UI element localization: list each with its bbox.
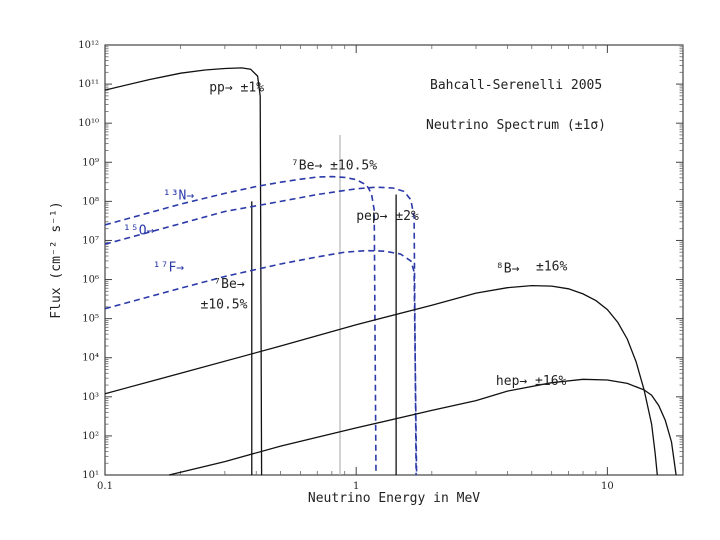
series-curves — [104, 67, 677, 476]
annotation-n13: ¹³N→ — [163, 189, 194, 204]
x-axis-title: Neutrino Energy in MeV — [308, 491, 480, 506]
y-tick-label: 10⁸ — [82, 196, 99, 207]
chart-subtitle: Neutrino Spectrum (±1σ) — [426, 118, 606, 133]
annotation-b8: ⁸B→ — [496, 262, 520, 277]
series-8b-curve — [104, 284, 658, 476]
series-hep-curve — [168, 378, 677, 476]
y-tick-label: 10⁹ — [82, 157, 99, 168]
plot-frame — [104, 44, 684, 476]
annotation-b8_err: ±16% — [536, 260, 567, 275]
tick-labels: 10¹² 10¹¹ 10¹⁰ 10⁹ 10⁸ 10⁷ 10⁶ 10⁵ 10⁴ 10³ 10² 10¹0… — [78, 40, 614, 492]
annotation-be7_low_a: ⁷Be→ — [213, 277, 244, 292]
y-tick-label: 10¹ — [82, 470, 99, 481]
y-tick-label: 10¹¹ — [78, 79, 99, 90]
y-tick-label: 10³ — [82, 392, 99, 403]
chart-title: Bahcall-Serenelli 2005 — [430, 78, 602, 93]
y-tick-label: 10¹⁰ — [78, 118, 99, 129]
y-tick-label: 10¹² — [78, 40, 99, 51]
annotation-pep: pep→ ±2% — [356, 209, 419, 224]
annotation-be7_high: ⁷Be→ ±10.5% — [291, 159, 377, 174]
series-13n-curve — [104, 175, 377, 476]
y-tick-label: 10⁴ — [82, 353, 99, 364]
annotation-be7_low_b: ±10.5% — [201, 298, 248, 313]
annotation-pp: pp→ ±1% — [209, 80, 264, 95]
annotation-f17: ¹⁷F→ — [153, 261, 184, 276]
y-tick-label: 10⁵ — [82, 314, 99, 325]
y-axis-title: Flux (cm⁻² s⁻¹) — [49, 201, 64, 318]
y-tick-label: 10⁷ — [82, 235, 99, 246]
y-tick-label: 10⁶ — [82, 275, 99, 286]
annotation-o15: ¹⁵O→ — [123, 224, 154, 239]
x-tick-label: 1 — [353, 481, 359, 492]
y-tick-label: 10² — [82, 431, 99, 442]
x-tick-label: 10 — [601, 481, 614, 492]
axis-ticks — [104, 44, 684, 476]
x-tick-label: 0.1 — [97, 481, 113, 492]
annotation-hep: hep→ ±16% — [496, 374, 567, 389]
series-pp-curve — [104, 67, 263, 476]
annotations: pp→ ±1% ⁷Be→ ±10.5% ¹³N→ ¹⁵O→ pep→ ±2% ¹⁷F→ ⁷B… — [123, 80, 567, 389]
